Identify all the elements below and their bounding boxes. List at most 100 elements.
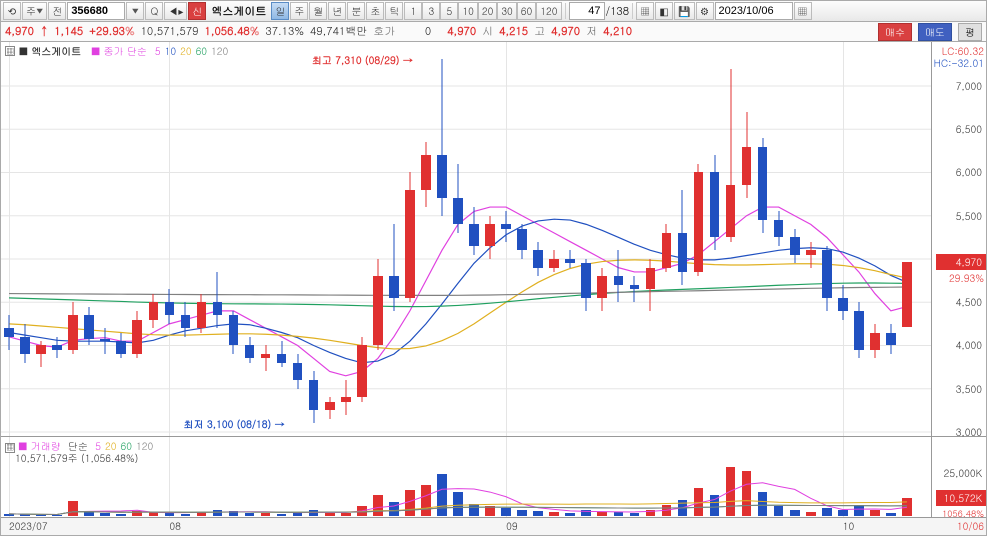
candle bbox=[854, 42, 864, 436]
candle bbox=[565, 42, 575, 436]
candle bbox=[341, 42, 351, 436]
candle bbox=[52, 42, 62, 436]
amount: 49,741백만 bbox=[310, 24, 367, 39]
interval-10-button[interactable]: 10 bbox=[458, 2, 477, 20]
low-annotation: 최저 3,100 (08/18) → bbox=[184, 417, 285, 431]
candle bbox=[68, 42, 78, 436]
high-label: 고 bbox=[534, 24, 545, 39]
sell-button[interactable]: 매도 bbox=[918, 23, 952, 41]
candle bbox=[806, 42, 816, 436]
candle bbox=[149, 42, 159, 436]
candle bbox=[533, 42, 543, 436]
open-price: 4,215 bbox=[499, 24, 528, 39]
tf-day-button[interactable]: 일 bbox=[271, 2, 289, 20]
volume-bar bbox=[902, 498, 912, 516]
tf-tick-button[interactable]: 틱 bbox=[385, 2, 403, 20]
candle bbox=[902, 42, 912, 436]
volume-bar bbox=[710, 495, 720, 516]
legend-toggle-icon[interactable]: ▦ bbox=[5, 46, 15, 56]
candle bbox=[261, 42, 271, 436]
nav-total: /138 bbox=[606, 4, 630, 19]
sound-icon[interactable]: ◀▸ bbox=[164, 2, 187, 20]
settings-icon[interactable]: ⚙ bbox=[696, 2, 714, 20]
candle bbox=[213, 42, 223, 436]
price-change-pct: +29.93% bbox=[89, 24, 134, 39]
candle bbox=[357, 42, 367, 436]
nav-back-icon[interactable]: ⟲ bbox=[3, 2, 21, 20]
candle bbox=[229, 42, 239, 436]
candle bbox=[774, 42, 784, 436]
menu-jeon[interactable]: 전 bbox=[48, 2, 66, 20]
tool-icon-2[interactable]: ◧ bbox=[655, 2, 673, 20]
volume-bar bbox=[149, 512, 159, 516]
stock-code-input[interactable] bbox=[67, 2, 125, 20]
candle bbox=[614, 42, 624, 436]
volume-bar bbox=[774, 506, 784, 516]
candle bbox=[517, 42, 527, 436]
tf-min-button[interactable]: 분 bbox=[347, 2, 365, 20]
tool-icon-1[interactable]: ▦ bbox=[636, 2, 654, 20]
candle bbox=[549, 42, 559, 436]
interval-3-button[interactable]: 3 bbox=[422, 2, 440, 20]
candle bbox=[116, 42, 126, 436]
price-tick: 5,500 bbox=[956, 209, 982, 223]
nav-pos-input[interactable] bbox=[569, 2, 605, 20]
turnover: 37.13% bbox=[265, 24, 304, 39]
interval-5-button[interactable]: 5 bbox=[440, 2, 458, 20]
current-price-2: 4,970 bbox=[447, 24, 476, 39]
volume-bar bbox=[742, 471, 752, 516]
candle bbox=[325, 42, 335, 436]
candle bbox=[742, 42, 752, 436]
search-icon[interactable]: Q bbox=[145, 2, 163, 20]
high-annotation: 최고 7,310 (08/29) → bbox=[312, 53, 413, 67]
main-plot-area[interactable]: 최고 7,310 (08/29) → 최저 3,100 (08/18) → bbox=[1, 42, 931, 436]
date-input[interactable] bbox=[715, 2, 793, 20]
ma-legend-120: 120 bbox=[211, 44, 228, 58]
current-date-label: 10/06 bbox=[957, 519, 984, 533]
volume-tick: 25,000K bbox=[944, 466, 982, 480]
interval-20-button[interactable]: 20 bbox=[478, 2, 497, 20]
candle bbox=[694, 42, 704, 436]
candle bbox=[838, 42, 848, 436]
vol-legend-toggle-icon[interactable]: ▦ bbox=[5, 443, 15, 453]
save-icon[interactable]: 💾 bbox=[674, 2, 694, 20]
tf-week-button[interactable]: 주 bbox=[290, 2, 308, 20]
tf-year-button[interactable]: 년 bbox=[328, 2, 346, 20]
main-chart-legend: ▦ ■ 엑스게이트 ■ 종가 단순 5102060120 bbox=[5, 44, 228, 58]
date-picker-icon[interactable]: ▦ bbox=[794, 2, 812, 20]
code-dropdown-icon[interactable]: ▼ bbox=[126, 2, 144, 20]
candle bbox=[132, 42, 142, 436]
volume-bar bbox=[694, 488, 704, 516]
candle bbox=[100, 42, 110, 436]
candle bbox=[710, 42, 720, 436]
interval-120-button[interactable]: 120 bbox=[536, 2, 561, 20]
price-tick: 3,500 bbox=[956, 382, 982, 396]
menu-ju[interactable]: 주▼ bbox=[22, 2, 47, 20]
current-price: 4,970 bbox=[5, 24, 34, 39]
price-tick: 4,000 bbox=[956, 338, 982, 352]
price-tick: 6,000 bbox=[956, 165, 982, 179]
main-chart[interactable]: ▦ ■ 엑스게이트 ■ 종가 단순 5102060120 bbox=[1, 42, 986, 437]
tf-month-button[interactable]: 월 bbox=[309, 2, 327, 20]
date-tick: 10 bbox=[843, 519, 854, 533]
volume-bar bbox=[309, 510, 319, 516]
volume-bar bbox=[261, 513, 271, 516]
avg-button[interactable]: 평 bbox=[958, 23, 982, 41]
stock-name: 엑스게이트 bbox=[207, 4, 270, 19]
volume-bar bbox=[646, 510, 656, 516]
interval-30-button[interactable]: 30 bbox=[497, 2, 516, 20]
candle bbox=[309, 42, 319, 436]
volume-bar bbox=[84, 512, 94, 516]
interval-1-button[interactable]: 1 bbox=[404, 2, 422, 20]
price-y-axis: LC:60.32 HC:-32.01 3,0003,5004,0004,5005… bbox=[931, 42, 986, 436]
tf-sec-button[interactable]: 초 bbox=[366, 2, 384, 20]
volume-chart[interactable]: ▦ ■ 거래량 단순 52060120 10,571,579주 (1,056.4… bbox=[1, 437, 986, 517]
candle bbox=[870, 42, 880, 436]
interval-60-button[interactable]: 60 bbox=[517, 2, 536, 20]
candle bbox=[453, 42, 463, 436]
volume-bar bbox=[4, 514, 14, 516]
candle bbox=[597, 42, 607, 436]
buy-button[interactable]: 매수 bbox=[878, 23, 912, 41]
sin-badge: 신 bbox=[188, 2, 206, 20]
volume-bar bbox=[277, 514, 287, 516]
